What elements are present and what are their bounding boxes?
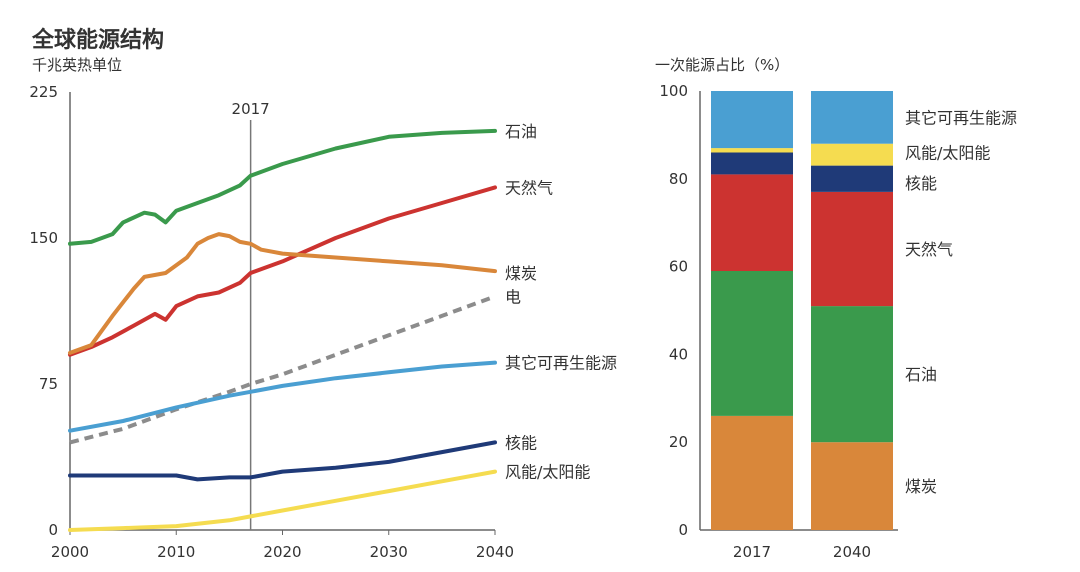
- bar-legend-wind_solar: 风能/太阳能: [905, 144, 990, 163]
- bar-segment-oil-2040: [811, 306, 893, 443]
- series-line-other_renewables: [68, 360, 497, 433]
- bar-legend-nuclear: 核能: [905, 174, 937, 193]
- series-label-coal: 煤炭: [505, 264, 537, 283]
- bar-y-tick-label: 60: [669, 258, 688, 276]
- bar-legend-oil: 石油: [905, 365, 937, 384]
- series-label-oil: 石油: [505, 122, 537, 141]
- series-label-wind_solar: 风能/太阳能: [505, 463, 590, 482]
- series-label-other_renewables: 其它可再生能源: [505, 354, 617, 373]
- bar-segment-wind_solar-2040: [811, 143, 893, 166]
- line-y-tick-label: 0: [48, 521, 58, 539]
- bar-segment-wind_solar-2017: [711, 148, 793, 153]
- bar-segment-nuclear-2017: [711, 152, 793, 175]
- bar-segment-gas-2040: [811, 192, 893, 307]
- line-x-tick-label: 2020: [263, 543, 301, 561]
- line-y-tick-label: 150: [29, 229, 58, 247]
- bar-y-tick-label: 100: [659, 82, 688, 100]
- line-chart: 0 75 150 225 2000 2010 2020 2030 2040 2017 石油天然气煤炭…: [29, 83, 617, 561]
- line-chart-ylabel: 千兆英热单位: [32, 56, 122, 74]
- bar-y-tick-label: 0: [678, 521, 688, 539]
- bar-segment-gas-2017: [711, 174, 793, 271]
- line-chart-title: 全球能源结构: [31, 27, 164, 53]
- bar-legend-gas: 天然气: [905, 240, 953, 259]
- reference-line-label: 2017: [232, 100, 270, 118]
- series-line-gas: [68, 185, 497, 357]
- line-y-tick-label: 225: [29, 83, 58, 101]
- line-x-tick-label: 2010: [157, 543, 195, 561]
- series-label-gas: 天然气: [505, 178, 553, 197]
- line-x-tick-label: 2040: [476, 543, 514, 561]
- series-label-electricity: 电: [505, 287, 521, 306]
- series-line-nuclear: [68, 440, 497, 482]
- bar-y-tick-label: 80: [669, 170, 688, 188]
- bar-category-label: 2040: [833, 543, 871, 561]
- bar-segment-other_renewables-2017: [711, 91, 793, 149]
- bar-segment-coal-2040: [811, 442, 893, 530]
- series-label-nuclear: 核能: [505, 433, 537, 452]
- bar-chart-title: 一次能源占比（%）: [655, 56, 789, 74]
- series-line-wind_solar: [68, 469, 497, 532]
- series-line-oil: [68, 128, 497, 246]
- line-x-tick-label: 2030: [370, 543, 408, 561]
- bar-category-label: 2017: [733, 543, 771, 561]
- series-line-coal: [68, 232, 497, 355]
- bar-y-tick-label: 40: [669, 345, 688, 363]
- bar-segment-other_renewables-2040: [811, 91, 893, 144]
- line-y-tick-label: 75: [39, 375, 58, 393]
- bar-legend-coal: 煤炭: [905, 477, 937, 496]
- bar-segment-coal-2017: [711, 415, 793, 530]
- line-x-tick-label: 2000: [51, 543, 89, 561]
- bar-legend-other_renewables: 其它可再生能源: [905, 108, 1017, 127]
- bar-y-tick-label: 20: [669, 433, 688, 451]
- series-line-electricity: [69, 294, 496, 445]
- bar-segment-oil-2017: [711, 271, 793, 416]
- bar-segment-nuclear-2040: [811, 165, 893, 192]
